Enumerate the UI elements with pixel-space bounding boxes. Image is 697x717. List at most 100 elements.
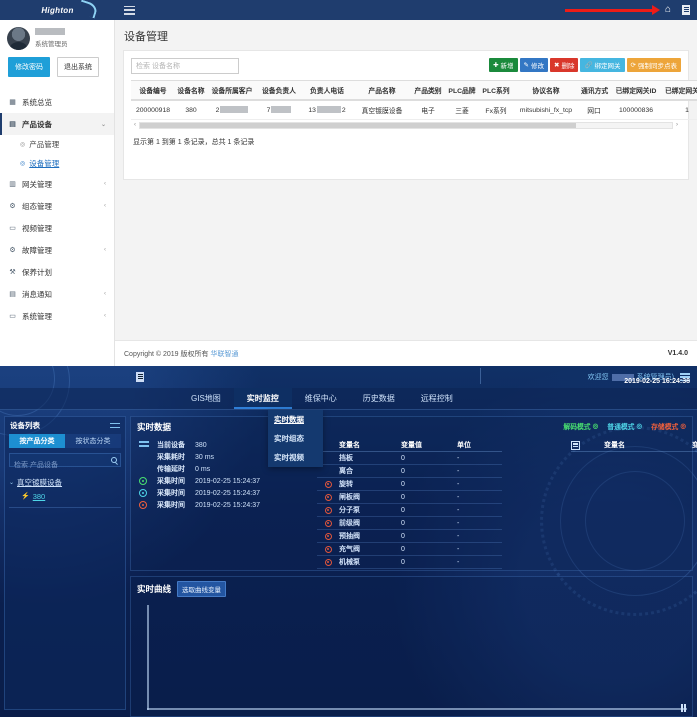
- variable-name: 离合: [339, 468, 353, 475]
- hamburger-icon[interactable]: [680, 373, 690, 381]
- radio-icon[interactable]: [324, 532, 332, 540]
- status-dot-icon[interactable]: [139, 477, 147, 485]
- document-icon[interactable]: [136, 372, 144, 382]
- search-icon[interactable]: [111, 457, 117, 463]
- avatar: [7, 27, 30, 50]
- tab-1[interactable]: 实时监控: [233, 388, 292, 409]
- company-link[interactable]: 华联智通: [210, 350, 239, 358]
- variable-row[interactable]: 充气阀 0 -: [317, 543, 502, 556]
- variable-row[interactable]: 旋转 0 -: [317, 478, 502, 491]
- sidebar-item-label: 产品设备: [22, 119, 52, 129]
- header-divider: [480, 368, 481, 384]
- radio-icon[interactable]: [324, 558, 332, 566]
- sidebar-item-1[interactable]: ▤ 产品设备 ⌄: [0, 113, 114, 135]
- variable-row[interactable]: 分子泵 0 -: [317, 504, 502, 517]
- action-button-3[interactable]: 🔗 绑定网关: [580, 58, 625, 72]
- change-password-button[interactable]: 修改密码: [8, 57, 50, 77]
- action-button-2[interactable]: ✖ 删除: [550, 58, 579, 72]
- divider: [9, 507, 121, 508]
- scroll-right-icon[interactable]: ›: [676, 122, 678, 128]
- home-icon[interactable]: ⌂: [664, 4, 671, 15]
- user-profile: 系统管理员: [0, 20, 114, 50]
- sidebar-subitem-1[interactable]: ◎ 设备管理: [0, 154, 114, 173]
- logout-button[interactable]: 退出系统: [57, 57, 99, 77]
- radio-icon[interactable]: [324, 519, 332, 527]
- variable-radio-cell: [317, 558, 339, 566]
- table-row[interactable]: 200000918 380 2 7 13 2 真空镀膜设备 电子 三菱 Fx系列 mitsubish…: [131, 100, 697, 120]
- tab-2[interactable]: 维保中心: [304, 394, 337, 403]
- radio-icon[interactable]: [324, 493, 332, 501]
- pause-icon[interactable]: [680, 704, 686, 712]
- status-dot-icon[interactable]: [139, 501, 147, 509]
- action-button-1[interactable]: ✎ 修改: [519, 58, 548, 72]
- action-button-label: 新增: [500, 63, 514, 70]
- tab-4[interactable]: 远程控制: [420, 394, 453, 403]
- sidebar-item-4[interactable]: ▭ 视频管理: [0, 217, 114, 239]
- variable-table-header: 变量名 变量值 单位: [317, 439, 502, 452]
- radio-icon[interactable]: [324, 480, 332, 488]
- segment-1[interactable]: 按状态分类: [65, 434, 121, 448]
- variable-unit: -: [457, 493, 460, 501]
- variable-row[interactable]: 预抽阀 0 -: [317, 530, 502, 543]
- chevron-down-icon[interactable]: ⌄: [9, 479, 15, 486]
- tab-0[interactable]: GIS地图: [191, 394, 221, 403]
- radio-icon[interactable]: ◎: [592, 423, 599, 430]
- sidebar-item-8[interactable]: ▭ 系统管理 ‹: [0, 305, 114, 327]
- search-input[interactable]: [131, 58, 239, 74]
- swap-icon[interactable]: [110, 422, 120, 430]
- plug-icon: ⚡: [21, 493, 30, 500]
- dropdown-item-2[interactable]: 实时视频: [274, 453, 304, 462]
- sidebar-item-5[interactable]: ⚙ 故障管理 ‹: [0, 239, 114, 261]
- document-icon[interactable]: [682, 5, 690, 15]
- action-button-4[interactable]: ⟳ 强制同步点表: [626, 58, 681, 72]
- action-button-label: 绑定网关: [594, 63, 621, 70]
- variable-row[interactable]: 前级阀 0 -: [317, 517, 502, 530]
- swap-icon[interactable]: [139, 441, 149, 449]
- tab-3[interactable]: 历史数据: [362, 394, 395, 403]
- column-header-3: 设备负责人: [257, 80, 301, 101]
- info-row-1: 采集耗时 30 ms: [139, 451, 304, 463]
- scroll-left-icon[interactable]: ‹: [134, 122, 136, 128]
- variable-row[interactable]: 闸板阀 0 -: [317, 491, 502, 504]
- mode-toggle-0[interactable]: 解码模式 ◎: [563, 421, 598, 431]
- scrollbar-thumb[interactable]: [140, 122, 577, 128]
- variable-row[interactable]: 机械泵 0 -: [317, 556, 502, 569]
- tree-leaf-0[interactable]: ⚡ 380: [9, 489, 121, 503]
- mode-toggle-1[interactable]: 普通模式 ◎: [607, 421, 642, 431]
- mode-toggle-label: 普通模式: [607, 424, 635, 431]
- dropdown-item-1[interactable]: 实时组态: [274, 434, 304, 443]
- grid-icon[interactable]: [571, 440, 580, 450]
- device-search-input[interactable]: [10, 459, 120, 472]
- segment-0[interactable]: 按产品分类: [9, 434, 65, 448]
- sidebar-toggle-icon[interactable]: [124, 5, 135, 15]
- radio-icon[interactable]: ◎: [680, 423, 686, 430]
- radio-icon[interactable]: [324, 506, 332, 514]
- chevron-icon: ‹: [104, 247, 106, 253]
- sidebar-item-6[interactable]: ⚒ 保养计划: [0, 261, 114, 283]
- tree-node-0[interactable]: ⌄ 真空镀膜设备: [9, 475, 121, 489]
- variable-value: 0: [401, 493, 405, 501]
- sidebar-item-3[interactable]: ⚙ 组态管理 ‹: [0, 195, 114, 217]
- sidebar-item-2[interactable]: ▥ 网关管理 ‹: [0, 173, 114, 195]
- scada-tabbar: GIS地图 实时监控 维保中心 历史数据 远程控制: [0, 388, 697, 410]
- select-curve-variable-button[interactable]: 选取曲线变量: [177, 581, 227, 597]
- scrollbar-track[interactable]: [139, 121, 673, 129]
- variable-value-column-header: 变量值: [692, 442, 697, 449]
- cell-phone-suffix: 2: [341, 107, 346, 114]
- status-dot-icon[interactable]: [139, 489, 147, 497]
- variable-value: 0: [401, 467, 405, 475]
- sidebar-item-label: 消息通知: [22, 289, 52, 299]
- table-header-row: 设备编号 设备名称 设备所属客户 设备负责人 负责人电话 产品名称 产品类别 PLC品牌 PLC…: [131, 80, 697, 101]
- action-button-0[interactable]: ✚ 新增: [489, 58, 518, 72]
- dropdown-item-0[interactable]: 实时数据: [274, 415, 304, 424]
- sidebar-item-0[interactable]: ▦ 系统总览: [0, 91, 114, 113]
- mode-toggle-2[interactable]: 存储模式 ◎: [651, 421, 686, 431]
- radio-icon[interactable]: [324, 545, 332, 553]
- variable-row[interactable]: 离合 0 -: [317, 465, 502, 478]
- sidebar-item-7[interactable]: ▤ 消息通知 ‹: [0, 283, 114, 305]
- radio-icon[interactable]: ◎: [636, 423, 643, 430]
- info-row-0: 当前设备 380: [139, 439, 304, 451]
- table-horizontal-scrollbar[interactable]: ‹ ›: [131, 121, 681, 129]
- variable-row[interactable]: 挡板 0 -: [317, 452, 502, 465]
- sidebar-subitem-0[interactable]: ◎ 产品管理: [0, 135, 114, 154]
